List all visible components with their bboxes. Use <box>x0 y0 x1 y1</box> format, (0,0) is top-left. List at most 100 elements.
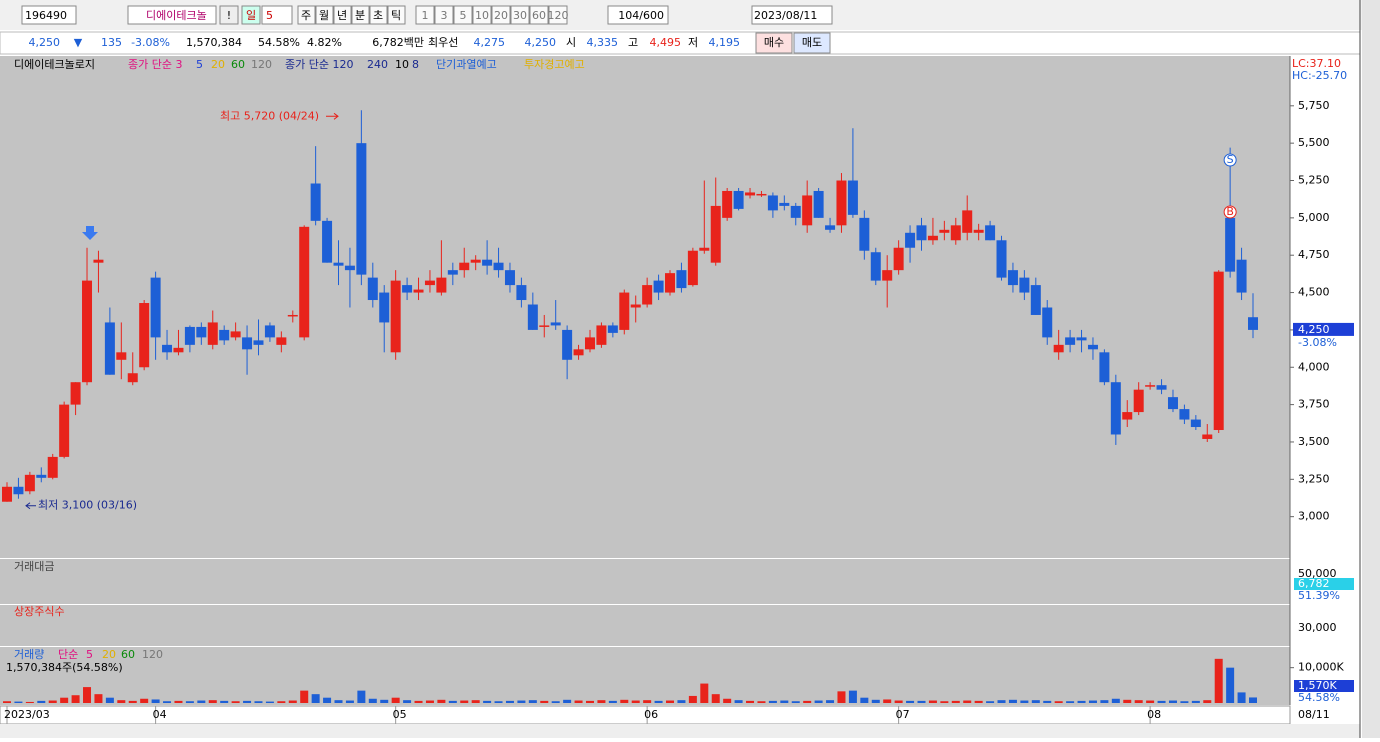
volume-bar <box>723 698 732 703</box>
buy-btn[interactable] <box>755 32 793 54</box>
volume-bar <box>1249 697 1257 703</box>
volume-bar <box>768 700 777 703</box>
label[interactable]: 월 <box>319 9 329 22</box>
label: 196490 <box>25 9 67 22</box>
volume-bar <box>677 700 686 703</box>
volume-bar <box>1031 700 1040 703</box>
label[interactable]: 60 <box>532 9 546 22</box>
volume-bar <box>1111 698 1120 703</box>
candle-body <box>299 226 310 338</box>
volume-bar <box>1008 699 1017 703</box>
volume-bar <box>620 699 629 703</box>
volume-bar <box>688 695 697 703</box>
volume-bar <box>1226 667 1235 703</box>
label[interactable]: 초 <box>373 9 383 22</box>
interval-btn[interactable] <box>472 5 492 25</box>
candle-body <box>424 280 435 286</box>
interval-btn[interactable] <box>491 5 511 25</box>
interval-btn[interactable] <box>453 5 473 25</box>
candle-body <box>70 382 81 405</box>
candle-body <box>985 225 996 241</box>
volume-bar <box>3 701 11 703</box>
candle-body <box>836 180 847 226</box>
volume-bar <box>117 700 126 703</box>
amount-box <box>1294 578 1354 590</box>
label[interactable]: 5 <box>460 9 467 22</box>
candle-body <box>1179 409 1190 420</box>
down-arrow <box>82 226 98 240</box>
label[interactable]: 주 <box>301 9 311 22</box>
volume-bar <box>231 701 240 703</box>
label[interactable]: 매수 <box>764 36 784 49</box>
volume-bar <box>963 700 972 703</box>
label[interactable]: 20 <box>494 9 508 22</box>
volume-bar <box>380 699 389 703</box>
candle-body <box>1042 307 1053 338</box>
period-n[interactable] <box>261 5 293 25</box>
candle-body <box>1213 271 1224 431</box>
x-tick-label: 08/11 <box>1298 708 1330 721</box>
volume-bar <box>140 698 149 703</box>
interval-btn[interactable] <box>510 5 530 25</box>
volume-bar <box>1066 701 1075 703</box>
date-box[interactable] <box>751 5 833 25</box>
label[interactable]: 1 <box>422 9 429 22</box>
candle-body <box>219 329 230 341</box>
label[interactable]: 년 <box>337 9 347 22</box>
label[interactable]: 분 <box>355 9 365 22</box>
code-input[interactable] <box>21 5 77 25</box>
interval-btn[interactable] <box>434 5 454 25</box>
name-box[interactable] <box>127 5 217 25</box>
unit-btn[interactable] <box>297 5 316 25</box>
buy-marker <box>1223 205 1237 219</box>
label[interactable]: 10 <box>475 9 489 22</box>
warn-btn[interactable] <box>219 5 239 25</box>
label[interactable]: 매도 <box>802 36 822 49</box>
interval-btn[interactable] <box>548 5 568 25</box>
interval-btn[interactable] <box>415 5 435 25</box>
interval-btn[interactable] <box>529 5 549 25</box>
y-tick-label: 5,500 <box>1298 136 1330 149</box>
label: 120 <box>251 58 272 71</box>
label: -3.08% <box>1298 336 1337 349</box>
volume-bar <box>220 700 229 703</box>
candle-body <box>413 289 424 293</box>
candle-body <box>825 225 836 230</box>
x-tick-label: 05 <box>393 708 407 721</box>
unit-btn[interactable] <box>315 5 334 25</box>
unit-btn[interactable] <box>369 5 388 25</box>
volume-bar <box>860 697 869 703</box>
candle-body <box>527 304 538 330</box>
volume-bar <box>757 701 766 703</box>
label[interactable]: 120 <box>548 9 569 22</box>
volume-bar <box>1168 700 1177 703</box>
volume-bar <box>1123 699 1132 703</box>
label[interactable]: 3 <box>441 9 448 22</box>
unit-btn[interactable] <box>333 5 352 25</box>
unit-btn[interactable] <box>387 5 406 25</box>
period-btn[interactable] <box>241 5 261 25</box>
candle-body <box>1248 317 1258 330</box>
volume-bar <box>643 700 652 703</box>
unit-btn[interactable] <box>351 5 370 25</box>
candle-body <box>950 225 961 241</box>
candle-body <box>710 205 721 263</box>
volume-bar <box>826 700 835 703</box>
volume-bar <box>791 701 800 703</box>
label[interactable]: 틱 <box>391 9 401 22</box>
volume-bar <box>323 697 332 703</box>
label: ! <box>227 9 231 22</box>
amount-pane <box>0 559 1290 604</box>
sell-btn[interactable] <box>793 32 831 54</box>
candle-body <box>1007 270 1018 286</box>
volume-bar <box>83 687 92 703</box>
price-pane <box>0 56 1290 558</box>
label: 종가 단순 3 <box>128 58 182 71</box>
candle-body <box>1236 259 1247 293</box>
volume-bar <box>300 690 309 703</box>
side-panel <box>1362 0 1380 738</box>
volume-bar <box>25 701 34 703</box>
label[interactable]: 30 <box>513 9 527 22</box>
volume-bar <box>254 701 263 703</box>
label: 종가 단순 120 <box>285 58 353 71</box>
